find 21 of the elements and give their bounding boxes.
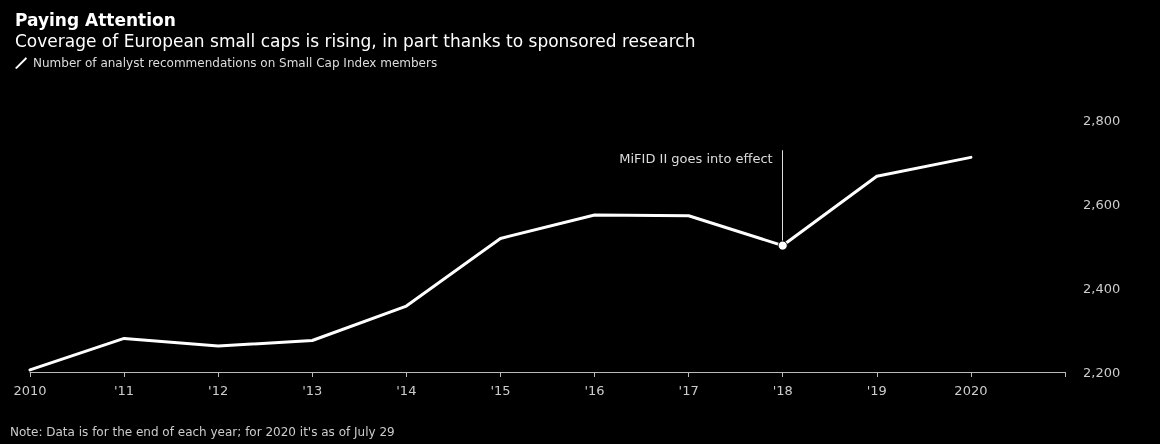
- chart-subtitle: Coverage of European small caps is rising, in part thanks to sponsored research: [15, 30, 696, 51]
- text: Note: Data is for the end of each year; for 2020 it's as of July 29: [10, 425, 395, 439]
- chart-title: Paying Attention: [15, 9, 176, 30]
- x-tick-label: '19: [866, 383, 887, 398]
- x-tick-label: '18: [772, 383, 793, 398]
- y-tick-label: 2,800: [1083, 112, 1121, 128]
- x-tick-label: '15: [490, 383, 511, 398]
- x-tick-label: 2010: [13, 383, 47, 398]
- x-tick-label: '11: [114, 383, 135, 398]
- x-tick-label: '12: [208, 383, 229, 398]
- y-tick-label: 2,400: [1083, 280, 1121, 296]
- line-series: [28, 155, 973, 372]
- x-tick-label: 2020: [954, 383, 988, 398]
- x-tick-label: '16: [584, 383, 605, 398]
- y-tick-label: 2,200: [1083, 364, 1121, 380]
- x-tick-label: '13: [302, 383, 323, 398]
- legend-label: Number of analyst recommendations on Small Cap Index members: [33, 56, 438, 70]
- y-tick-label: 2,600: [1083, 196, 1121, 212]
- x-tick-label: '17: [678, 383, 699, 398]
- x-tick-label: '14: [396, 383, 417, 398]
- annotation: MiFID II goes into effect: [619, 151, 773, 167]
